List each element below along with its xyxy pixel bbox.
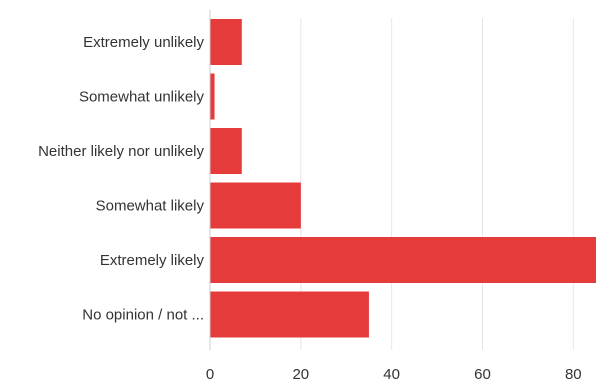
x-tick-label: 40 (383, 366, 400, 382)
category-label: Neither likely nor unlikely (38, 143, 204, 160)
category-label: Extremely likely (100, 252, 205, 269)
bar-2[interactable] (210, 128, 242, 174)
bars (210, 19, 596, 338)
bar-4[interactable] (210, 237, 596, 283)
category-label: Extremely unlikely (83, 34, 204, 51)
category-label: Somewhat unlikely (79, 89, 205, 106)
x-tick-label: 60 (474, 366, 491, 382)
x-tick-label: 0 (206, 366, 214, 382)
bar-3[interactable] (210, 182, 301, 229)
x-tick-labels: 0 20 40 60 80 (206, 366, 582, 382)
bar-1[interactable] (210, 73, 215, 120)
category-labels: Extremely unlikely Somewhat unlikely Neith… (38, 34, 204, 324)
x-tick-label: 80 (565, 366, 582, 382)
bar-0[interactable] (210, 19, 242, 65)
bar-5[interactable] (210, 291, 369, 338)
x-tick-label: 20 (292, 366, 309, 382)
category-label: Somewhat likely (96, 198, 205, 215)
category-label: No opinion / not ... (82, 307, 204, 324)
